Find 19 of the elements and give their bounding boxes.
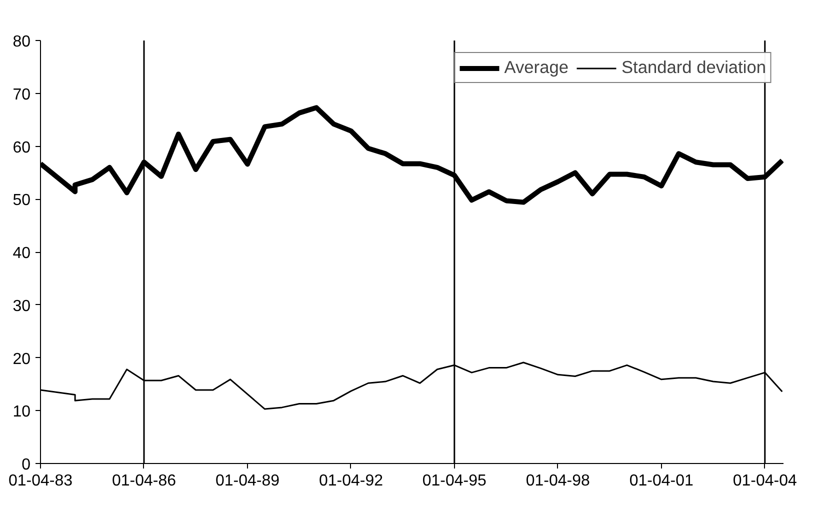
y-tick-label: 20 [12,350,31,368]
x-tick-label: 01-04-95 [422,472,487,490]
x-tick-label: 01-04-83 [8,472,73,490]
y-tick-label: 70 [12,86,31,104]
y-tick-label: 60 [12,139,31,156]
y-tick-label: 80 [12,34,31,50]
y-tick-label: 40 [12,245,31,262]
x-tick-label: 01-04-89 [215,472,280,490]
y-tick-label: 0 [22,456,31,474]
x-tick-label: 01-04-86 [112,472,176,490]
x-tick-label: 01-04-92 [318,472,384,490]
y-tick-label: 50 [12,192,31,210]
legend-label: Average [504,57,568,78]
x-tick-label: 01-04-98 [526,472,590,490]
x-tick-label: 01-04-04 [732,472,798,490]
y-tick-label: 10 [12,404,31,421]
x-tick-label: 01-04-01 [629,472,694,490]
y-tick-label: 30 [12,298,31,315]
legend-label: Standard deviation [621,57,766,78]
